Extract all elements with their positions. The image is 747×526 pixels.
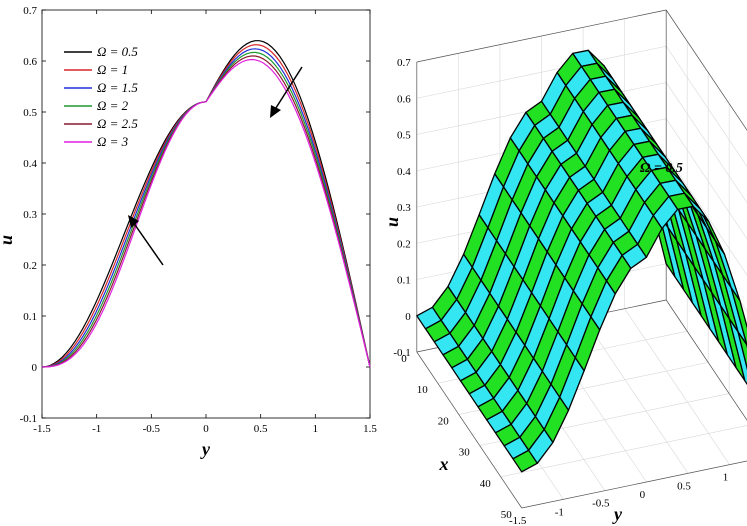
z-tick-label: 0.2 — [397, 238, 411, 250]
y-tick-label: 0.1 — [23, 311, 37, 323]
plot-frame — [41, 9, 371, 419]
grid-line — [500, 425, 747, 478]
y-axis-label: u — [0, 235, 16, 245]
y-front-tick-label: -1.5 — [509, 515, 527, 526]
legend-label-4: Ω = 2.5 — [97, 116, 138, 131]
box-edge — [416, 9, 667, 63]
x-side-tick-label: 30 — [459, 447, 471, 459]
box-edge — [665, 9, 747, 131]
surface-chart: -0.100.10.20.30.40.50.60.701020304050-1.… — [382, 9, 747, 526]
x-tick-label: -1 — [92, 423, 101, 435]
y-front-tick-label: 0.5 — [677, 480, 691, 492]
z-tick-label: 0.6 — [397, 93, 411, 105]
legend-label-2: Ω = 1.5 — [97, 80, 138, 95]
legend-label-5: Ω = 3 — [97, 134, 129, 149]
y-tick-label: 0.3 — [23, 209, 37, 221]
x-side-tick-label: 20 — [438, 415, 450, 427]
x-side-tick-label: 40 — [480, 478, 492, 490]
x-side-tick-label: 10 — [417, 384, 429, 396]
z-tick-label: 0.5 — [397, 130, 411, 142]
z-tick-label: 0.4 — [397, 166, 411, 178]
z-tick-label: 0.7 — [397, 57, 411, 69]
series-line-4 — [41, 55, 371, 368]
z-axis-label: u — [382, 217, 402, 227]
trend-arrow-up — [128, 215, 164, 266]
y-front-tick-label: 0 — [640, 489, 646, 501]
z-tick-label: 0.3 — [397, 202, 411, 214]
x-tick-label: 0 — [203, 423, 209, 435]
series-line-5 — [41, 58, 371, 368]
trend-arrow-down — [270, 66, 303, 118]
legend-label-0: Ω = 0.5 — [97, 44, 138, 59]
y-front-tick-label: -0.5 — [592, 498, 610, 510]
y-front-tick-label: -1 — [555, 506, 564, 518]
x-tick-label: -1.5 — [33, 423, 51, 435]
box-edge — [521, 460, 747, 509]
y-front-tick-label: 1 — [723, 472, 729, 484]
y-tick-label: 0.2 — [23, 260, 37, 272]
surface-cell — [512, 449, 538, 473]
x-tick-label: -0.5 — [143, 423, 161, 435]
x-side-axis-label: x — [439, 454, 449, 474]
y-tick-label: 0.6 — [23, 56, 37, 68]
omega-annotation: Ω = 0.5 — [640, 161, 683, 176]
x-side-tick-label: 0 — [401, 353, 407, 365]
y-tick-label: 0.4 — [23, 158, 37, 170]
legend-label-3: Ω = 2 — [97, 98, 129, 113]
series-line-3 — [41, 51, 371, 368]
x-tick-label: 1.5 — [363, 423, 377, 435]
x-axis-label: y — [200, 439, 211, 459]
x-tick-label: 1 — [313, 423, 319, 435]
x-tick-label: 0.5 — [254, 423, 268, 435]
y-tick-label: -0.1 — [20, 413, 37, 425]
y-tick-label: 0 — [32, 362, 38, 374]
y-tick-label: 0.5 — [23, 107, 37, 119]
z-tick-label: 0 — [405, 311, 411, 323]
line-chart: -1.5 -1 -0.5 0 0.5 1 1.5 -0.1 0 0.1 0.2 0.3 0.4 0.5 0.… — [0, 5, 377, 459]
series-line-2 — [41, 48, 371, 368]
box-edge — [416, 351, 523, 509]
legend-label-1: Ω = 1 — [97, 62, 128, 77]
y-tick-label: 0.7 — [23, 5, 37, 17]
box-edge — [665, 299, 747, 421]
z-tick-label: -0.1 — [393, 347, 410, 359]
z-tick-label: 0.1 — [397, 275, 411, 287]
x-side-tick-label: 50 — [501, 509, 513, 521]
series-line-1 — [41, 44, 371, 368]
y-front-axis-label: y — [612, 504, 623, 524]
